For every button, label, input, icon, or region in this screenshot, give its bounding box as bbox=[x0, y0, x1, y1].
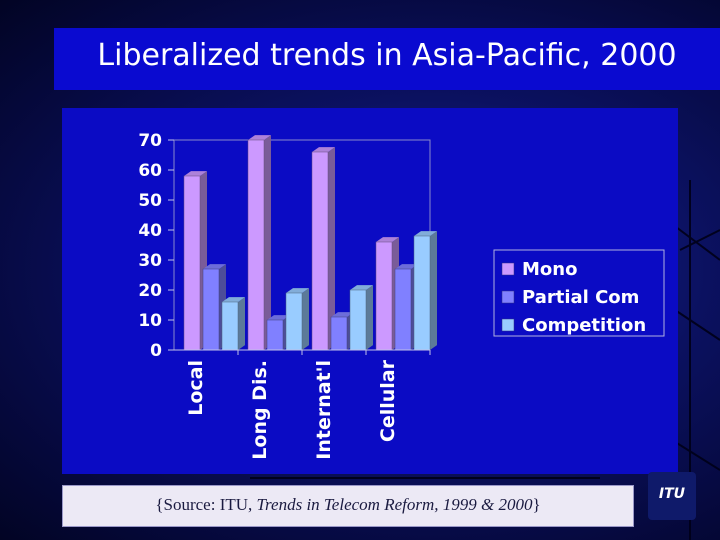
x-tick-label: Cellular bbox=[377, 359, 399, 442]
x-tick-label: Local bbox=[185, 360, 207, 416]
chart-panel: 0 10 20 30 40 50 60 70 Local Long Dis. Internat'l C… bbox=[62, 108, 678, 474]
bar-top bbox=[222, 297, 245, 302]
y-tick-label: 20 bbox=[138, 281, 162, 301]
bar-top bbox=[286, 288, 309, 293]
bar bbox=[247, 139, 265, 351]
y-tick-label: 60 bbox=[138, 161, 162, 181]
legend-label: Competition bbox=[522, 315, 646, 336]
bar-top bbox=[312, 147, 335, 152]
y-tick-label: 30 bbox=[138, 251, 162, 271]
bar-side bbox=[430, 231, 437, 350]
bar-top bbox=[331, 312, 354, 317]
x-tick-label: Long Dis. bbox=[249, 360, 271, 460]
bar-top bbox=[203, 264, 226, 269]
legend-box bbox=[493, 249, 665, 337]
bar-top bbox=[376, 237, 399, 242]
bar bbox=[285, 292, 303, 351]
bar bbox=[266, 319, 284, 351]
bar-top bbox=[184, 171, 207, 176]
y-tick-label: 0 bbox=[150, 341, 162, 361]
bar-top bbox=[395, 264, 418, 269]
source-citation: {Source: ITU, Trends in Telecom Reform, … bbox=[63, 495, 633, 515]
legend-swatch bbox=[501, 318, 515, 332]
itu-logo-text: ITU bbox=[658, 486, 686, 502]
bar-side bbox=[238, 297, 245, 350]
legend-swatch bbox=[501, 262, 515, 276]
y-tick-label: 70 bbox=[138, 131, 162, 151]
source-title: Trends in Telecom Reform, 1999 & 2000 bbox=[256, 495, 533, 514]
legend-label: Partial Com bbox=[522, 287, 639, 308]
itu-logo: ITU bbox=[648, 472, 696, 520]
bar bbox=[330, 316, 348, 351]
bar-side bbox=[328, 147, 335, 350]
bar-top bbox=[267, 315, 290, 320]
y-tick-label: 10 bbox=[138, 311, 162, 331]
bar bbox=[311, 151, 329, 351]
bar bbox=[349, 289, 367, 351]
bar-chart: 0 10 20 30 40 50 60 70 Local Long Dis. Internat'l C… bbox=[138, 131, 665, 460]
bar-top bbox=[414, 231, 437, 236]
title-bar: Liberalized trends in Asia-Pacific, 2000 bbox=[54, 28, 720, 90]
y-tick-label: 50 bbox=[138, 191, 162, 211]
source-suffix: } bbox=[532, 495, 541, 514]
slide-title: Liberalized trends in Asia-Pacific, 2000 bbox=[97, 38, 677, 73]
bar bbox=[375, 241, 393, 351]
bar bbox=[413, 235, 431, 351]
bar bbox=[202, 268, 220, 351]
legend-swatch bbox=[501, 290, 515, 304]
bar-side bbox=[366, 285, 373, 350]
y-tick-label: 40 bbox=[138, 221, 162, 241]
bar-side bbox=[264, 135, 271, 350]
bar bbox=[394, 268, 412, 351]
bar-top bbox=[248, 135, 271, 140]
bar-side bbox=[302, 288, 309, 350]
bar bbox=[221, 301, 239, 351]
bar bbox=[183, 175, 201, 351]
x-tick-label: Internat'l bbox=[313, 360, 335, 460]
source-prefix: {Source: ITU, bbox=[155, 495, 257, 514]
source-box: {Source: ITU, Trends in Telecom Reform, … bbox=[62, 485, 634, 527]
bar-top bbox=[350, 285, 373, 290]
legend-label: Mono bbox=[522, 259, 577, 280]
